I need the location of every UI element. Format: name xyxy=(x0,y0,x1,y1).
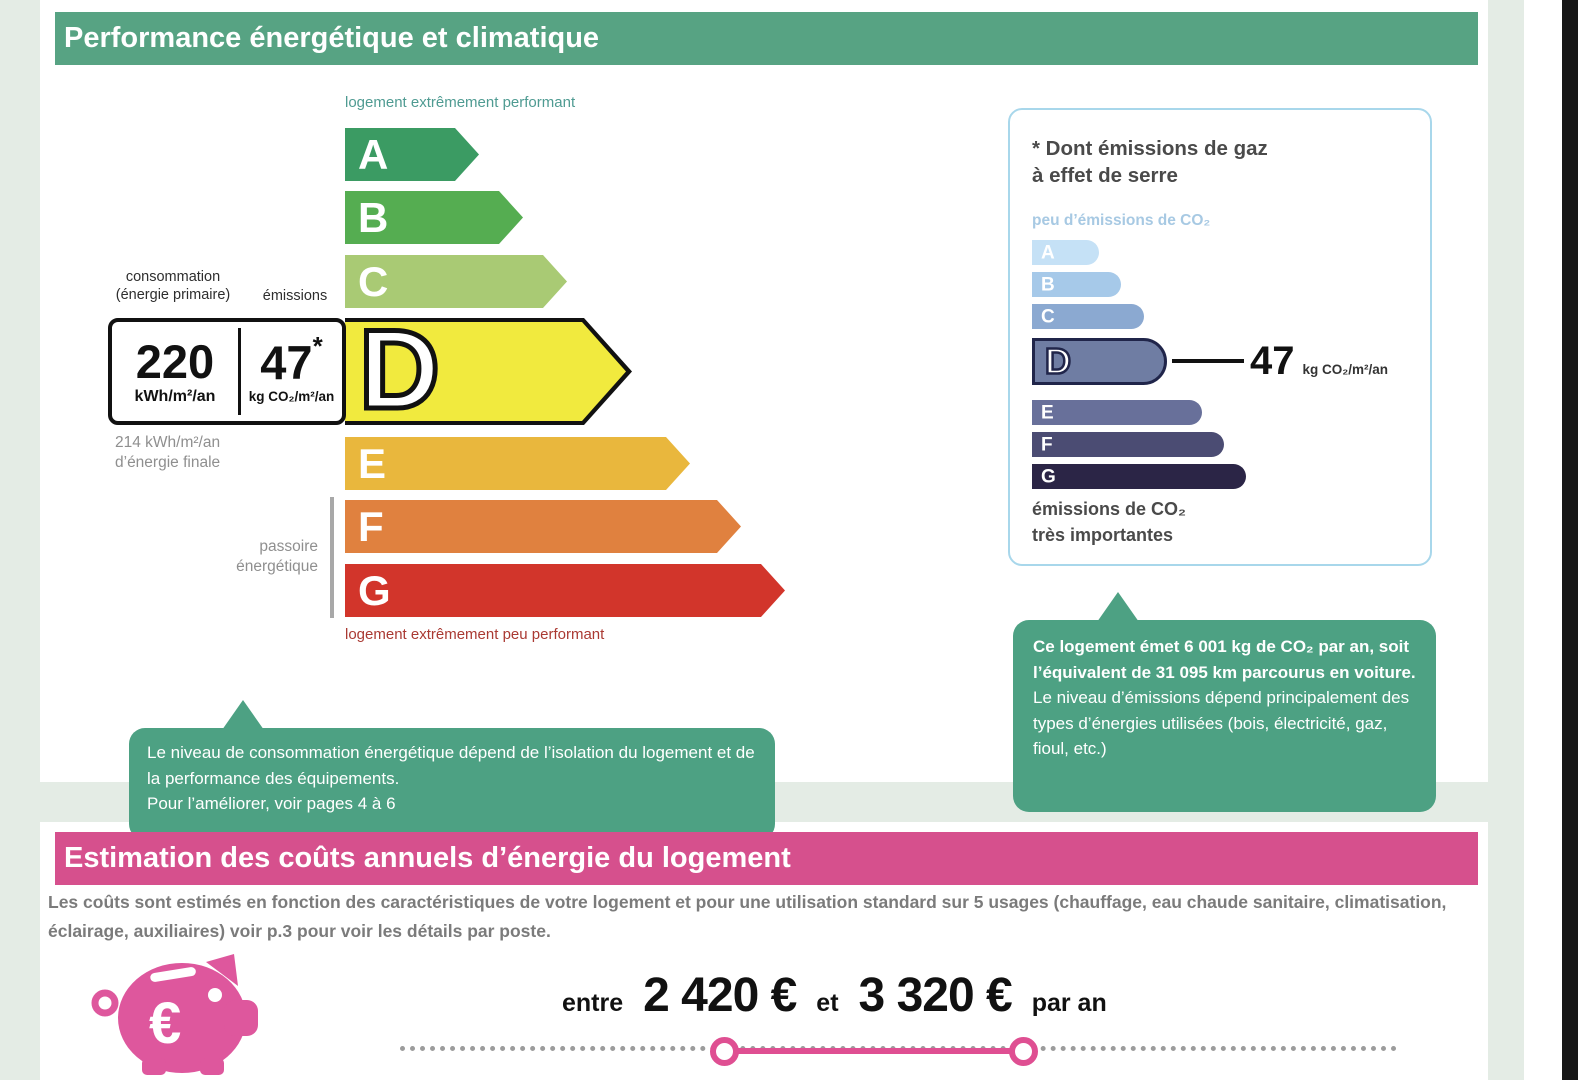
viewer-edge xyxy=(1562,0,1578,1080)
cost-high-value: 3 320 € xyxy=(858,969,1013,1022)
epc-letter-g: G xyxy=(358,566,391,614)
co2-high-line1: émissions de CO₂ xyxy=(1032,499,1187,519)
emissions-asterisk: * xyxy=(312,331,323,361)
co2-bar-b: B xyxy=(1032,272,1121,297)
sieve-line2: énergétique xyxy=(236,558,318,576)
epc-letter-b: B xyxy=(358,193,389,241)
co2-bar-f: F xyxy=(1032,432,1224,457)
cost-low-value: 2 420 € xyxy=(643,969,797,1022)
co2-high-line2: très importantes xyxy=(1032,525,1174,546)
consumption-cell: 220 kWh/m²/an xyxy=(112,322,238,421)
emissions-value-number: 47 xyxy=(260,336,313,389)
consumption-callout: Le niveau de consommation énergétique dé… xyxy=(129,700,775,840)
epc-arrow-d-fill xyxy=(345,322,626,421)
sieve-bracket-bar xyxy=(330,497,334,618)
page-margin-left xyxy=(0,0,40,1080)
co2-low-label: peu d’émissions de CO₂ xyxy=(1032,212,1211,229)
co2-bar-c: C xyxy=(1032,304,1144,329)
emissions-header: émissions xyxy=(262,288,328,305)
value-box-divider xyxy=(238,328,241,415)
consumption-callout-text: Le niveau de consommation énergétique dé… xyxy=(147,743,755,788)
section-title-annual-costs: Estimation des coûts annuels d’énergie d… xyxy=(55,832,1478,885)
co2-letter-f: F xyxy=(1041,434,1053,455)
co2-letter-g: G xyxy=(1041,466,1056,487)
co2-letter-e: E xyxy=(1041,402,1054,423)
costs-description-line2: éclairage, auxiliaires) voir p.3 pour vo… xyxy=(48,920,551,941)
annual-cost-estimate: entre 2 420 € et 3 320 € par an xyxy=(562,968,1107,1023)
co2-title-line1: * Dont émissions de gaz xyxy=(1032,137,1268,160)
co2-value-unit: kg CO₂/m²/an xyxy=(1302,362,1389,377)
co2-letter-c: C xyxy=(1041,306,1055,327)
co2-panel-title: * Dont émissions de gaz à effet de serre xyxy=(1032,136,1268,189)
cost-range-active-segment xyxy=(724,1048,1023,1054)
consumption-callout-pointer xyxy=(222,700,264,730)
final-energy-note: 214 kWh/m²/an d’énergie finale xyxy=(115,433,220,473)
epc-letter-c: C xyxy=(358,257,389,305)
page-margin-right xyxy=(1488,0,1524,1080)
epc-arrow-f: F xyxy=(345,500,741,553)
piggy-bank-icon: € xyxy=(88,948,260,1080)
epc-letter-d: D xyxy=(359,306,440,432)
epc-arrow-a: A xyxy=(345,128,479,181)
co2-high-label: émissions de CO₂ très importantes xyxy=(1032,496,1186,548)
emissions-unit: kg CO₂/m²/an xyxy=(248,389,335,404)
cost-word-and: et xyxy=(816,989,839,1017)
cost-range-handle-high[interactable] xyxy=(1009,1037,1038,1066)
consumption-header: consommation (énergie primaire) xyxy=(104,268,242,304)
emissions-cell: 47* kg CO₂/m²/an xyxy=(241,322,342,421)
co2-callout-pointer xyxy=(1097,592,1139,622)
co2-callout-text: Le niveau d’émissions dépend principalem… xyxy=(1033,688,1410,758)
consumption-header-line1: consommation xyxy=(125,269,221,285)
co2-bar-a: A xyxy=(1032,240,1099,265)
costs-description-line1: Les coûts sont estimés en fonction des c… xyxy=(48,892,1447,912)
co2-callout: Ce logement émet 6 001 kg de CO₂ par an,… xyxy=(1013,592,1436,812)
co2-value: 47 xyxy=(1250,339,1295,383)
co2-bar-g: G xyxy=(1032,464,1246,489)
co2-value-connector xyxy=(1172,359,1244,363)
energy-value-box: 220 kWh/m²/an 47* kg CO₂/m²/an xyxy=(108,318,346,425)
epc-arrow-d-current: D xyxy=(345,318,632,425)
co2-letter-b: B xyxy=(1041,274,1055,295)
co2-emissions-panel: * Dont émissions de gaz à effet de serre… xyxy=(1008,108,1432,566)
costs-description: Les coûts sont estimés en fonction des c… xyxy=(48,888,1476,946)
consumption-unit: kWh/m²/an xyxy=(134,387,216,405)
section-title-energy-climate: Performance énergétique et climatique xyxy=(55,12,1478,65)
co2-letter-d: D xyxy=(1044,339,1073,381)
co2-letter-a: A xyxy=(1041,242,1055,263)
epc-arrow-c: C xyxy=(345,255,567,308)
cost-word-per-year: par an xyxy=(1031,989,1107,1017)
epc-bottom-label: logement extrêmement peu performant xyxy=(345,626,605,643)
value-box-headers: consommation (énergie primaire) émission… xyxy=(104,268,348,304)
epc-arrow-b: B xyxy=(345,191,523,244)
cost-range-handle-low[interactable] xyxy=(710,1037,739,1066)
energy-sieve-label: passoire énergétique xyxy=(180,537,318,577)
co2-callout-highlight: Ce logement émet 6 001 kg de CO₂ par an,… xyxy=(1033,637,1416,682)
co2-value-row: 47 kg CO₂/m²/an xyxy=(1250,338,1388,385)
epc-arrow-g: G xyxy=(345,564,785,617)
final-energy-line1: 214 kWh/m²/an xyxy=(115,434,221,451)
epc-arrow-e: E xyxy=(345,437,690,490)
cost-word-between: entre xyxy=(562,989,624,1017)
epc-letter-e: E xyxy=(358,439,387,487)
epc-letter-a: A xyxy=(358,130,389,178)
emissions-value: 47* xyxy=(260,333,322,389)
consumption-header-line2: (énergie primaire) xyxy=(115,287,231,304)
epc-top-label: logement extrêmement performant xyxy=(345,94,576,111)
consumption-callout-improve: Pour l’améliorer, voir pages 4 à 6 xyxy=(147,794,396,813)
svg-text:€: € xyxy=(149,991,181,1056)
consumption-value: 220 xyxy=(135,334,215,388)
co2-title-line2: à effet de serre xyxy=(1032,163,1178,187)
co2-bar-d-current: D xyxy=(1032,338,1167,385)
co2-bar-e: E xyxy=(1032,400,1202,425)
final-energy-line2: d’énergie finale xyxy=(115,454,221,472)
epc-letter-f: F xyxy=(358,502,384,550)
sieve-line1: passoire xyxy=(259,538,318,555)
